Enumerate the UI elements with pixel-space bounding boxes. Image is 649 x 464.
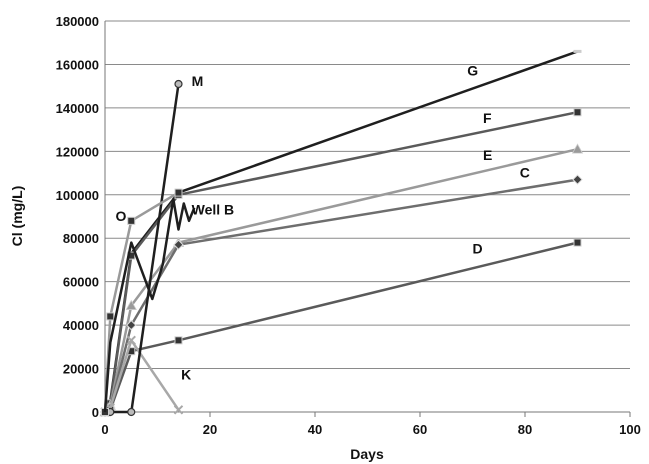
c-point <box>173 239 184 250</box>
series-line-f <box>103 110 578 413</box>
annotation-c: C <box>520 164 530 180</box>
series-f <box>101 108 582 416</box>
annotation-o: O <box>116 208 127 224</box>
o-point <box>174 188 183 197</box>
m-point <box>174 79 183 89</box>
series-well-b <box>103 197 196 413</box>
series-line-well-b <box>103 197 196 413</box>
series-d <box>101 238 582 416</box>
x-tick-label: 60 <box>413 422 427 437</box>
series-g <box>101 49 582 414</box>
m-point <box>127 407 136 417</box>
annotation-g: G <box>467 62 478 78</box>
d-point <box>174 336 183 345</box>
y-tick-label: 60000 <box>63 275 99 290</box>
x-tick-label: 80 <box>518 422 532 437</box>
annotation-e: E <box>483 147 492 163</box>
x-axis-title: Days <box>350 446 384 462</box>
x-tick-label: 20 <box>203 422 217 437</box>
series-m <box>100 79 183 417</box>
x-tick-labels: 0 20 40 60 80 100 <box>101 412 641 437</box>
y-tick-labels: 0 20000 40000 60000 80000 100000 120000 140000 1… <box>56 14 99 420</box>
y-tick-label: 160000 <box>56 57 99 72</box>
series-labels: G F E C D K M O Well B <box>116 62 530 382</box>
annotation-f: F <box>483 110 492 126</box>
annotation-well-b: Well B <box>192 201 235 217</box>
k-point <box>173 405 184 415</box>
y-tick-label: 140000 <box>56 101 99 116</box>
x-tick-label: 40 <box>308 422 322 437</box>
series-c <box>99 174 583 418</box>
y-tick-label: 180000 <box>56 14 99 29</box>
y-tick-label: 40000 <box>63 318 99 333</box>
series-group <box>99 49 584 418</box>
c-point <box>572 174 583 185</box>
annotation-m: M <box>192 73 204 89</box>
axes <box>104 21 630 413</box>
y-axis-title: Cl (mg/L) <box>9 186 25 247</box>
y-tick-label: 100000 <box>56 188 99 203</box>
d-point <box>573 238 582 247</box>
y-tick-label: 0 <box>92 405 99 420</box>
f-point <box>573 108 582 117</box>
o-point <box>127 216 136 225</box>
g-point <box>573 49 582 53</box>
annotation-k: K <box>181 366 191 382</box>
series-line-d <box>104 241 578 414</box>
e-point <box>571 143 584 154</box>
y-tick-label: 20000 <box>63 362 99 377</box>
x-tick-label: 100 <box>619 422 641 437</box>
y-tick-label: 80000 <box>63 231 99 246</box>
y-tick-label: 120000 <box>56 144 99 159</box>
o-point <box>106 312 115 321</box>
e-point <box>125 299 137 310</box>
x-tick-label: 0 <box>101 422 108 437</box>
c-point <box>126 319 137 331</box>
k-point <box>126 335 136 346</box>
annotation-d: D <box>473 240 483 256</box>
series-e <box>99 143 584 417</box>
